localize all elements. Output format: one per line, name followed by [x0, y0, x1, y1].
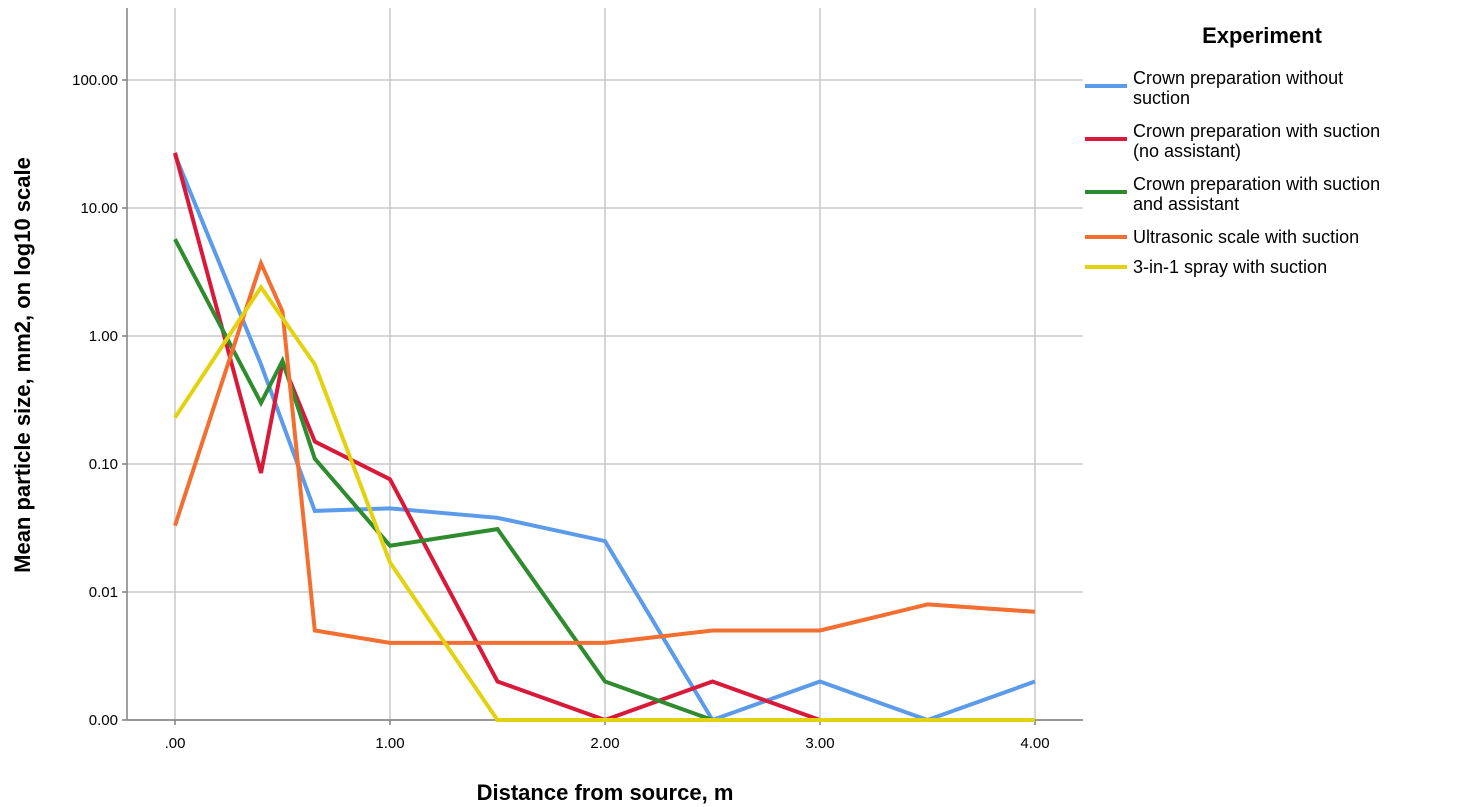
series-line-4 [173, 257, 1036, 645]
legend-entry-1: Crown preparation without suction [1133, 68, 1343, 108]
y-tick-label: 100.00 [72, 72, 118, 89]
y-tick-label: 10.00 [80, 200, 118, 217]
series-line-2 [173, 152, 1035, 723]
legend: Experiment Crown preparation without suct… [1085, 23, 1380, 277]
grid-lines [127, 8, 1083, 721]
x-tick-label: 4.00 [1020, 735, 1049, 752]
y-tick-label: 0.01 [89, 584, 118, 601]
x-tick-label: 1.00 [375, 735, 404, 752]
legend-entry-5: 3-in-1 spray with suction [1133, 257, 1327, 277]
y-tick-labels: 0.00 0.01 0.10 1.00 10.00 100.00 [72, 72, 118, 729]
series-line-1 [173, 154, 1036, 723]
x-tick-label: .00 [165, 735, 186, 752]
x-tick-label: 2.00 [590, 735, 619, 752]
legend-entry-3: Crown preparation with suction and assist… [1133, 174, 1380, 214]
legend-entry-4: Ultrasonic scale with suction [1133, 227, 1359, 247]
legend-title: Experiment [1202, 23, 1322, 48]
x-tick-labels: .00 1.00 2.00 3.00 4.00 [165, 735, 1050, 752]
series-lines [173, 152, 1036, 723]
y-tick-label: 1.00 [89, 328, 118, 345]
series-line-5 [173, 283, 1035, 722]
y-tick-label: 0.00 [89, 712, 118, 729]
legend-entry-2: Crown preparation with suction (no assist… [1133, 121, 1380, 161]
x-axis-title: Distance from source, m [477, 780, 734, 805]
y-tick-label: 0.10 [89, 456, 118, 473]
x-tick-label: 3.00 [805, 735, 834, 752]
axes [122, 8, 1083, 725]
y-axis-title: Mean particle size, mm2, on log10 scale [10, 157, 35, 573]
